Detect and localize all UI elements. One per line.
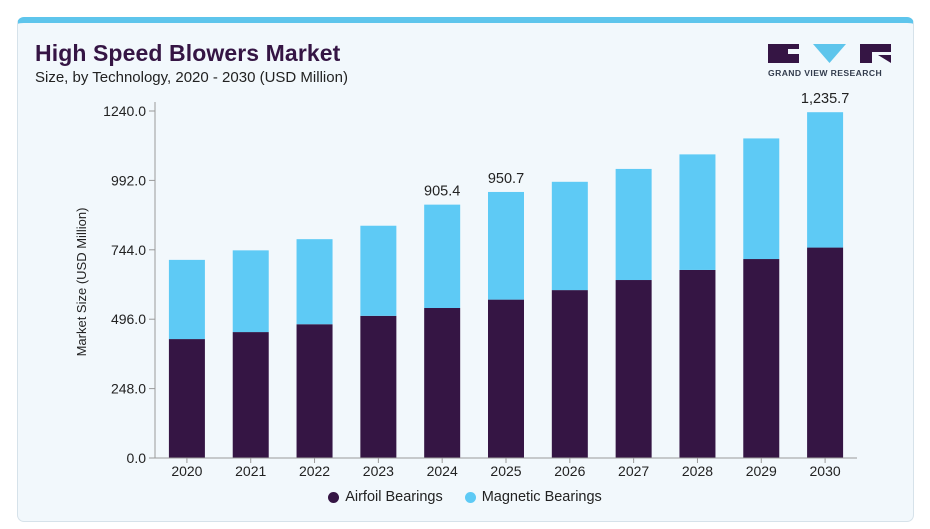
x-tick-label: 2030 — [810, 463, 841, 479]
x-tick-label: 2029 — [746, 463, 777, 479]
total-label-2025: 950.7 — [488, 171, 524, 187]
x-tick-label: 2022 — [299, 463, 330, 479]
bar-magnetic-2026 — [551, 181, 588, 291]
bar-magnetic-2020 — [168, 259, 205, 340]
total-label-2030: 1,235.7 — [801, 91, 849, 107]
legend-item-magnetic: Magnetic Bearings — [464, 489, 602, 505]
bar-airfoil-2028 — [679, 269, 716, 458]
legend-swatch-magnetic — [464, 491, 476, 503]
bar-airfoil-2030 — [807, 247, 844, 458]
y-tick-label: 992.0 — [111, 172, 146, 188]
y-tick-label: 744.0 — [111, 242, 146, 258]
bar-airfoil-2023 — [360, 315, 397, 458]
x-tick-label: 2025 — [490, 463, 521, 479]
legend-label-airfoil: Airfoil Bearings — [345, 489, 443, 505]
bar-airfoil-2020 — [168, 339, 205, 458]
chart-legend: Airfoil Bearings Magnetic Bearings — [0, 489, 930, 505]
x-tick-label: 2024 — [427, 463, 458, 479]
bar-magnetic-2022 — [296, 239, 333, 325]
x-tick-label: 2028 — [682, 463, 713, 479]
chart-subtitle: Size, by Technology, 2020 - 2030 (USD Mi… — [35, 69, 348, 86]
y-tick-label: 496.0 — [111, 311, 146, 327]
y-tick-label: 0.0 — [127, 450, 147, 466]
bar-airfoil-2027 — [615, 280, 652, 458]
chart-title: High Speed Blowers Market — [35, 40, 341, 66]
brand-mark-icon — [768, 44, 891, 63]
bar-airfoil-2026 — [551, 290, 588, 458]
x-axis: 2020 2021 2022 2023 2024 2025 2026 2027 2028 2029… — [155, 457, 857, 479]
bar-magnetic-2027 — [615, 168, 652, 281]
x-tick-label: 2027 — [618, 463, 649, 479]
bar-magnetic-2025 — [488, 191, 524, 300]
y-tick-label: 248.0 — [111, 381, 146, 397]
y-axis: 0.0 248.0 496.0 744.0 992.0 1240.0 — [103, 102, 156, 466]
x-tick-label: 2021 — [235, 463, 266, 479]
legend-swatch-airfoil — [328, 491, 340, 503]
x-tick-label: 2023 — [363, 463, 394, 479]
brand-name: GRAND VIEW RESEARCH — [768, 68, 883, 78]
y-tick-label: 1240.0 — [103, 103, 146, 119]
x-tick-label: 2026 — [554, 463, 585, 479]
bar-airfoil-2022 — [296, 324, 333, 458]
bar-magnetic-2030 — [807, 112, 844, 248]
bar-magnetic-2028 — [679, 154, 716, 270]
bar-airfoil-2025 — [488, 299, 524, 458]
x-tick-label: 2020 — [171, 463, 202, 479]
total-labels: 905.4 950.7 1,235.7 — [424, 91, 849, 199]
bars — [168, 112, 844, 458]
legend-item-airfoil: Airfoil Bearings — [328, 489, 443, 505]
bar-magnetic-2023 — [360, 225, 397, 316]
total-label-2024: 905.4 — [424, 184, 460, 200]
bar-airfoil-2024 — [424, 308, 461, 458]
bar-airfoil-2021 — [232, 332, 269, 458]
bar-magnetic-2024 — [424, 204, 461, 309]
bar-magnetic-2021 — [232, 250, 269, 333]
bar-magnetic-2029 — [743, 138, 780, 260]
legend-label-magnetic: Magnetic Bearings — [481, 489, 602, 505]
bar-airfoil-2029 — [743, 259, 780, 458]
grand-view-research-logo — [768, 44, 891, 63]
y-axis-label: Market Size (USD Million) — [74, 208, 89, 357]
